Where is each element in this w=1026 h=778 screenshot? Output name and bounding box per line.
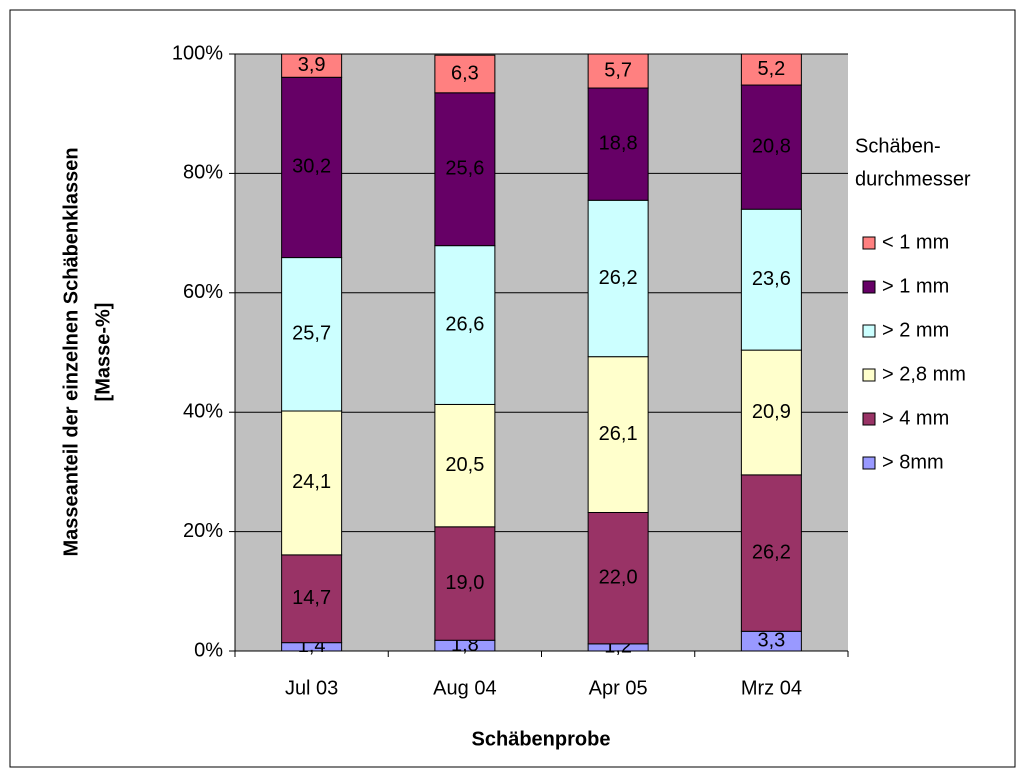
data-label: 20,8 <box>752 135 791 157</box>
legend-swatch <box>862 412 876 426</box>
data-label: 22,0 <box>599 566 638 588</box>
data-label: 30,2 <box>292 156 331 178</box>
data-label: 5,2 <box>757 58 785 80</box>
legend-label: > 8mm <box>882 451 944 473</box>
x-tick-label: Aug 04 <box>433 677 496 699</box>
data-label: 20,9 <box>752 401 791 423</box>
bar-segment <box>587 356 649 513</box>
bar-segment <box>740 84 802 210</box>
legend-label: > 2 mm <box>882 319 949 341</box>
legend-label: > 1 mm <box>882 275 949 297</box>
data-label: 24,1 <box>292 471 331 493</box>
bar-segment <box>740 53 802 86</box>
legend-swatch <box>862 324 876 338</box>
data-label: 26,1 <box>599 423 638 445</box>
y-tick-label: 40% <box>183 400 223 422</box>
data-label: 26,2 <box>752 541 791 563</box>
legend-swatch <box>862 456 876 470</box>
data-label: 25,6 <box>445 158 484 180</box>
x-tick-label: Jul 03 <box>285 677 338 699</box>
data-label: 19,0 <box>445 572 484 594</box>
y-axis-label: [Masse-%] <box>92 303 114 402</box>
x-axis-label: Schäbenprobe <box>472 728 611 750</box>
y-axis-label: Masseanteil der einzelnen Schäbenklassen <box>60 147 82 556</box>
y-tick-label: 60% <box>183 281 223 303</box>
x-tick-label: Apr 05 <box>589 677 648 699</box>
data-label: 14,7 <box>292 587 331 609</box>
y-tick-label: 100% <box>172 42 223 64</box>
legend-label: > 2,8 mm <box>882 363 966 385</box>
bar-segment <box>434 526 496 641</box>
data-label: 5,7 <box>604 59 632 81</box>
bar-segment <box>587 87 649 201</box>
data-label: 26,6 <box>445 313 484 335</box>
bar-segment <box>434 403 496 528</box>
legend-label: > 4 mm <box>882 407 949 429</box>
bar-segment <box>281 76 343 259</box>
legend-swatch <box>862 236 876 250</box>
legend-title: Schäben- <box>855 135 941 157</box>
data-label: 20,5 <box>445 454 484 476</box>
bar-segment <box>281 53 343 78</box>
bar-segment <box>587 511 649 645</box>
bar-segment <box>587 53 649 89</box>
y-tick-label: 0% <box>194 639 223 661</box>
data-label: 18,8 <box>599 132 638 154</box>
data-label: 3,3 <box>757 629 785 651</box>
data-label: 23,6 <box>752 268 791 290</box>
y-tick-label: 80% <box>183 162 223 184</box>
legend-label: < 1 mm <box>882 231 949 253</box>
x-tick-label: Mrz 04 <box>741 677 802 699</box>
data-label: 6,3 <box>451 62 479 84</box>
data-label: 3,9 <box>298 54 326 76</box>
legend-swatch <box>862 368 876 382</box>
bar-segment <box>434 54 496 94</box>
bar-segment <box>740 208 802 351</box>
data-label: 26,2 <box>599 267 638 289</box>
bar-segment <box>740 349 802 476</box>
data-label: 25,7 <box>292 323 331 345</box>
legend-swatch <box>862 280 876 294</box>
legend-title: durchmesser <box>855 168 971 190</box>
y-tick-label: 20% <box>183 520 223 542</box>
bar-segment <box>740 474 802 632</box>
bar-segment <box>281 257 343 412</box>
bar-segment <box>587 199 649 358</box>
bar-segment <box>434 245 496 405</box>
